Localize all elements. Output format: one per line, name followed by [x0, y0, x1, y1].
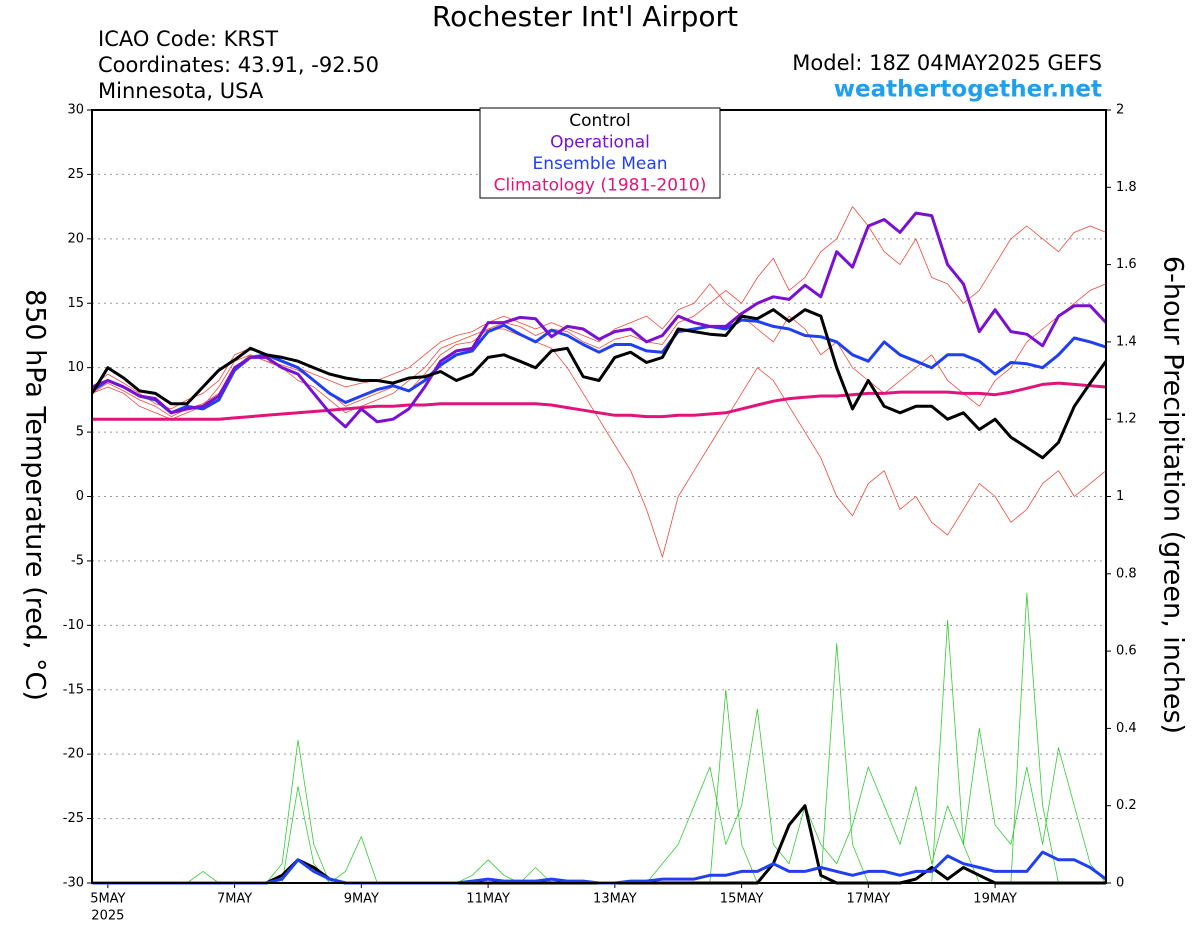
y-tick-label: -30	[63, 876, 84, 891]
y2-tick-label: 1.4	[1116, 334, 1137, 349]
y-tick-label: -5	[71, 553, 84, 568]
y-tick-label: 5	[76, 425, 84, 440]
series-line	[91, 318, 1107, 415]
series-line	[91, 328, 1107, 558]
y-tick-label: -25	[63, 811, 84, 826]
legend-entry: Climatology (1981-2010)	[494, 176, 707, 196]
y-tick-label: 0	[76, 489, 84, 504]
info-line: Minnesota, USA	[98, 79, 264, 103]
y2-tick-label: 0.6	[1116, 644, 1137, 659]
y-axis-label: 850 hPa Temperature (red, °C)	[20, 289, 51, 701]
x-tick-label: 7MAY	[217, 892, 252, 907]
y2-tick-label: 0	[1116, 876, 1124, 891]
source-label: weathertogether.net	[834, 77, 1102, 103]
legend-entry: Operational	[550, 133, 650, 153]
y2-tick-label: 1.8	[1116, 180, 1137, 195]
series-line	[91, 211, 1108, 429]
info-line: Coordinates: 43.91, -92.50	[98, 53, 379, 77]
y2-tick-label: 1.2	[1116, 412, 1137, 427]
y-tick-label: 25	[67, 167, 84, 182]
y2-tick-label: 1.6	[1116, 257, 1137, 272]
x-tick-label: 9MAY	[344, 892, 379, 907]
legend-entry: Ensemble Mean	[532, 154, 667, 174]
info-line: ICAO Code: KRST	[98, 27, 278, 51]
legend-box	[479, 107, 721, 199]
y2-tick-label: 0.8	[1116, 566, 1137, 581]
x-tick-label: 17MAY	[847, 892, 891, 907]
y-tick-label: -20	[63, 747, 84, 762]
x-tick-label: 15MAY	[720, 892, 764, 907]
y-tick-label: -10	[63, 618, 84, 633]
y2-axis-label: 6-hour Precipitation (green, inches)	[1158, 256, 1189, 734]
y2-tick-label: 0.4	[1116, 721, 1137, 736]
x-tick-label: 13MAY	[593, 892, 637, 907]
chart-title: Rochester Int'l Airport	[432, 0, 738, 33]
y-tick-label: 30	[67, 103, 84, 118]
y2-tick-label: 2	[1116, 103, 1124, 118]
y-tick-label: -15	[63, 682, 84, 697]
y-tick-label: 15	[67, 296, 84, 311]
y-tick-label: 10	[67, 360, 84, 375]
series-line	[90, 308, 1108, 460]
year-label: 2025	[91, 909, 124, 924]
series-line	[92, 381, 1107, 421]
y2-tick-label: 0.2	[1116, 798, 1137, 813]
model-label: Model: 18Z 04MAY2025 GEFS	[792, 51, 1102, 75]
legend-entry: Control	[569, 111, 630, 131]
y2-tick-label: 1	[1116, 489, 1124, 504]
x-tick-label: 5MAY	[90, 892, 125, 907]
y-tick-label: 20	[67, 231, 84, 246]
x-tick-label: 19MAY	[973, 892, 1017, 907]
x-tick-label: 11MAY	[466, 892, 510, 907]
